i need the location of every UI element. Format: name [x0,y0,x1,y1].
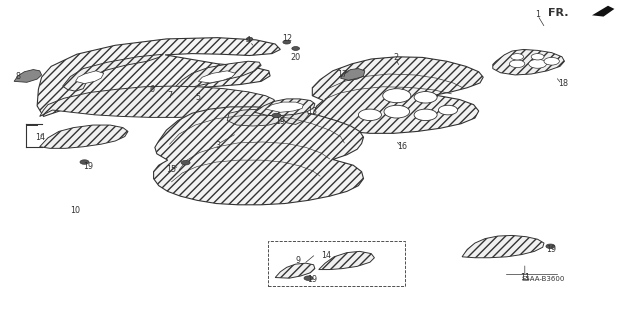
Text: 15: 15 [166,165,177,174]
Circle shape [384,105,410,118]
Text: 4: 4 [246,36,251,45]
Polygon shape [40,125,128,148]
Polygon shape [14,70,42,82]
Text: 9: 9 [295,256,300,265]
Text: 11: 11 [520,273,530,282]
Text: S5AA-B3600: S5AA-B3600 [521,276,564,282]
Text: 16: 16 [397,142,407,151]
Polygon shape [154,107,364,205]
Circle shape [531,54,544,60]
Polygon shape [76,71,104,84]
Polygon shape [63,54,163,91]
Text: 1: 1 [535,10,540,19]
Circle shape [304,276,313,280]
Polygon shape [319,251,374,270]
Circle shape [511,54,524,60]
Circle shape [414,109,437,121]
Circle shape [438,105,458,115]
Text: 20: 20 [291,53,301,62]
Text: 5: 5 [196,93,201,102]
Text: 17: 17 [337,70,348,78]
Polygon shape [266,102,303,112]
Circle shape [246,37,253,41]
Circle shape [529,59,547,68]
Circle shape [272,113,281,118]
Polygon shape [40,86,276,117]
Text: 18: 18 [558,79,568,88]
Bar [268,241,405,286]
Circle shape [283,40,291,44]
Text: 19: 19 [307,275,317,284]
Polygon shape [172,61,261,91]
Polygon shape [340,69,365,80]
Polygon shape [275,263,315,278]
Polygon shape [312,57,483,133]
Polygon shape [592,6,614,17]
Circle shape [383,89,411,103]
Text: 10: 10 [70,206,81,215]
Circle shape [358,109,381,121]
Text: 14: 14 [35,133,45,142]
Polygon shape [282,108,308,124]
Text: 3: 3 [215,141,220,150]
Circle shape [414,92,437,103]
Circle shape [181,160,190,165]
Text: 13: 13 [307,107,317,116]
Polygon shape [493,49,564,75]
Polygon shape [227,109,287,126]
Circle shape [80,160,89,164]
Text: FR.: FR. [548,8,568,18]
Text: 14: 14 [321,251,332,260]
Circle shape [546,244,555,249]
Polygon shape [198,71,236,83]
Text: 8: 8 [15,72,20,81]
Polygon shape [462,235,544,258]
Text: 19: 19 [83,162,93,171]
Text: 19: 19 [275,117,285,126]
Circle shape [292,47,300,50]
Text: 7: 7 [167,91,172,100]
Text: 12: 12 [282,34,292,43]
Text: 6: 6 [150,85,155,94]
Circle shape [509,60,525,68]
Polygon shape [255,99,315,115]
Circle shape [544,57,559,65]
Text: 19: 19 [547,245,557,254]
Text: 2: 2 [393,53,398,62]
Polygon shape [37,38,280,116]
